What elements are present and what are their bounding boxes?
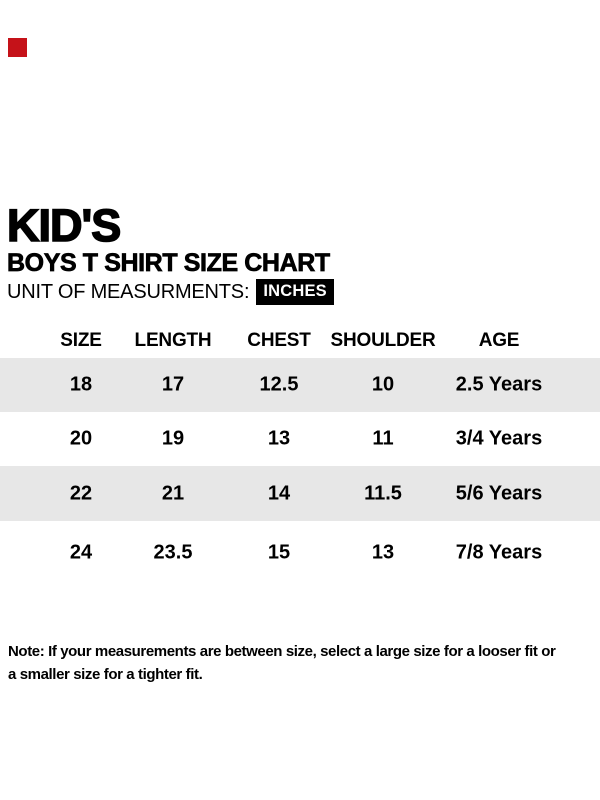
column-header-chest: CHEST [247,330,311,351]
cell-shoulder: 13 [371,541,395,564]
cell-chest: 14 [267,482,291,504]
table-row: 22 21 14 11.5 5/6 Years [0,466,600,521]
table-header-row: SIZE LENGTH CHEST SHOULDER AGE [0,324,600,358]
unit-label: UNIT OF MEASURMENTS: [7,280,250,303]
column-header-shoulder: SHOULDER [330,330,436,351]
cell-length: 19 [161,427,185,450]
red-square-mark [8,38,27,57]
cell-size: 18 [69,373,93,396]
header-block: KID'S BOYS T SHIRT SIZE CHART UNIT OF ME… [6,200,334,305]
cell-shoulder: 11.5 [364,482,402,504]
page-subtitle: BOYS T SHIRT SIZE CHART [7,249,331,277]
cell-age: 2.5 Years [455,373,543,396]
cell-length: 17 [161,373,185,396]
cell-length: 23.5 [153,541,193,564]
cell-chest: 13 [267,427,291,450]
column-header-size: SIZE [60,330,102,351]
table-row: 20 19 13 11 3/4 Years [0,412,600,466]
cell-chest: 15 [267,541,291,564]
table-row: 24 23.5 15 13 7/8 Years [0,521,600,585]
cell-length: 21 [161,482,185,504]
cell-size: 24 [69,541,93,564]
size-chart-table: SIZE LENGTH CHEST SHOULDER AGE 18 17 12.… [0,324,600,585]
fit-note-line2: a smaller size for a tighter fit. [8,666,203,683]
page-title: KID'S [6,200,122,251]
table-row: 18 17 12.5 10 2.5 Years [0,358,600,412]
cell-size: 22 [69,482,93,504]
unit-of-measurement-line: UNIT OF MEASURMENTS: INCHES [7,279,334,305]
column-header-length: LENGTH [134,330,212,351]
cell-age: 5/6 Years [455,482,543,504]
cell-age: 7/8 Years [455,541,543,564]
cell-age: 3/4 Years [455,427,543,450]
fit-note: Note: If your measurements are between s… [8,640,583,686]
fit-note-line1: Note: If your measurements are between s… [8,643,556,660]
cell-chest: 12.5 [259,373,299,396]
unit-badge: INCHES [256,279,334,305]
cell-size: 20 [69,427,93,450]
cell-shoulder: 11 [372,427,394,450]
cell-shoulder: 10 [371,373,395,396]
column-header-age: AGE [478,330,520,351]
